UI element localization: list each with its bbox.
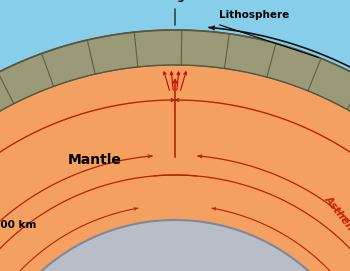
Polygon shape: [0, 220, 350, 271]
Text: Lithosphere: Lithosphere: [219, 10, 289, 20]
Text: 700 km: 700 km: [0, 220, 37, 230]
Text: Ridge: Ridge: [158, 0, 192, 2]
Polygon shape: [0, 65, 350, 271]
Text: Mantle: Mantle: [68, 153, 122, 167]
Polygon shape: [0, 30, 350, 271]
Text: Asthenosphere: Asthenosphere: [323, 194, 350, 270]
Polygon shape: [0, 30, 350, 271]
